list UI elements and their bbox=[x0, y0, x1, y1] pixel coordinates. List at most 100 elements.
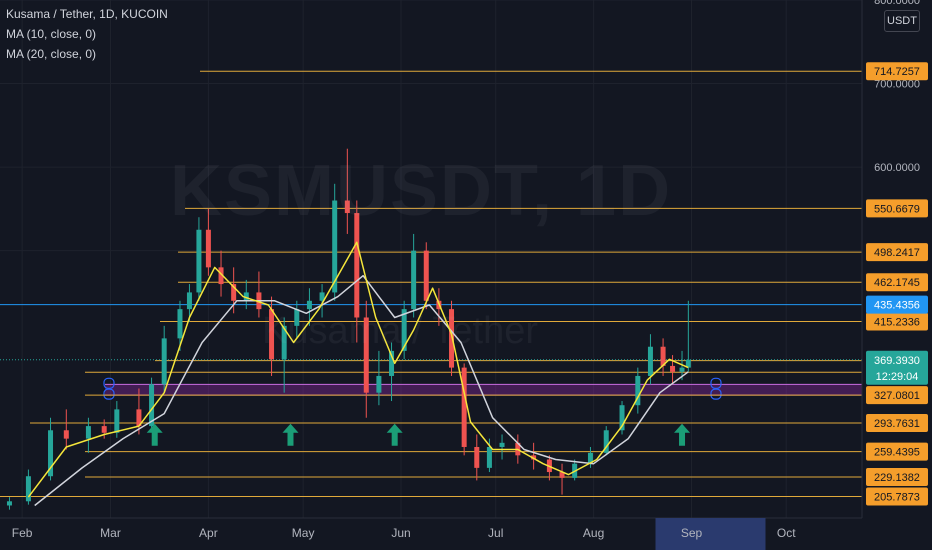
candle-body bbox=[647, 346, 653, 376]
legend: Kusama / Tether, 1D, KUCOIN MA (10, clos… bbox=[6, 4, 168, 64]
support-arrow-icon bbox=[386, 423, 403, 446]
watermark-ticker: KSMUSDT, 1D bbox=[170, 151, 673, 231]
support-arrow-icon bbox=[674, 423, 691, 446]
x-tick-label: Oct bbox=[777, 526, 796, 540]
y-tick-label: 600.0000 bbox=[874, 162, 920, 174]
candle-body bbox=[306, 300, 312, 310]
candle-body bbox=[136, 409, 142, 427]
level-label: 462.1745 bbox=[874, 277, 920, 289]
x-tick-label: Feb bbox=[12, 526, 33, 540]
level-label: 229.1382 bbox=[874, 472, 920, 484]
candle-body bbox=[63, 430, 69, 439]
grid bbox=[0, 0, 862, 518]
zone-handle bbox=[710, 388, 722, 400]
candle-body bbox=[531, 455, 537, 460]
blue-level-label-bg bbox=[866, 295, 928, 314]
candles bbox=[6, 148, 691, 510]
candle-body bbox=[48, 430, 54, 477]
candle-body bbox=[660, 346, 666, 366]
zone-handle bbox=[710, 377, 722, 389]
candle-body bbox=[363, 317, 369, 393]
candle-body bbox=[685, 359, 691, 368]
level-label-bg bbox=[866, 312, 928, 331]
ma20-line bbox=[34, 274, 689, 507]
candle-body bbox=[354, 213, 360, 318]
moving-averages bbox=[27, 241, 689, 507]
x-tick-label: Sep bbox=[681, 526, 703, 540]
legend-symbol[interactable]: Kusama / Tether, 1D, KUCOIN bbox=[6, 7, 168, 21]
candle-body bbox=[587, 452, 593, 464]
candle-body bbox=[114, 409, 120, 433]
x-tick-label: May bbox=[292, 526, 315, 540]
candle-body bbox=[461, 367, 467, 447]
candle-body bbox=[294, 309, 300, 326]
level-label: 205.7873 bbox=[874, 491, 920, 503]
last-price-label: 369.3930 bbox=[874, 355, 920, 367]
candle-body bbox=[6, 501, 12, 506]
level-label-bg bbox=[866, 413, 928, 432]
candle-body bbox=[196, 229, 202, 293]
legend-ma20[interactable]: MA (20, close, 0) bbox=[6, 47, 97, 61]
candle-body bbox=[177, 309, 183, 339]
candle-body bbox=[389, 350, 395, 376]
x-tick-label: Mar bbox=[100, 526, 121, 540]
y-tick-label: 800.0000 bbox=[874, 0, 920, 7]
countdown-label: 12:29:04 bbox=[876, 371, 919, 383]
x-tick-label: Jun bbox=[391, 526, 410, 540]
candle-body bbox=[423, 250, 429, 301]
watermark-name: Kusama / Tether bbox=[262, 310, 539, 352]
x-tick-label: Aug bbox=[583, 526, 604, 540]
level-label: 550.6679 bbox=[874, 203, 920, 215]
ma10-line bbox=[27, 241, 689, 498]
candle-body bbox=[499, 442, 505, 447]
level-label: 327.0801 bbox=[874, 390, 920, 402]
level-label: 293.7631 bbox=[874, 418, 920, 430]
level-label-bg bbox=[866, 442, 928, 461]
level-label-bg bbox=[866, 487, 928, 506]
candle-body bbox=[319, 292, 325, 301]
support-arrow-icon bbox=[146, 423, 163, 446]
candle-body bbox=[85, 426, 91, 439]
level-label-bg bbox=[866, 273, 928, 292]
level-label-bg bbox=[866, 62, 928, 81]
last-price-label-bg bbox=[866, 350, 928, 385]
time-axis: Feb Mar Apr May Jun Jul Aug Sep Oct bbox=[0, 517, 862, 550]
candle-body bbox=[411, 250, 417, 310]
candle-body bbox=[619, 405, 625, 431]
zone-handle bbox=[103, 377, 115, 389]
level-label: 714.7257 bbox=[874, 66, 920, 78]
candle-body bbox=[218, 267, 224, 285]
candle-body bbox=[281, 325, 287, 360]
candle-body bbox=[670, 365, 676, 372]
candle-body bbox=[603, 430, 609, 453]
support-arrow-icon bbox=[282, 423, 299, 446]
candle-body bbox=[243, 292, 249, 301]
highlighted-period bbox=[655, 518, 766, 550]
support-arrows bbox=[146, 423, 691, 446]
candle-body bbox=[559, 472, 565, 478]
candle-body bbox=[269, 309, 275, 360]
level-lines bbox=[0, 70, 862, 497]
level-label-bg bbox=[866, 199, 928, 218]
x-tick-label: Jul bbox=[488, 526, 503, 540]
candle-body bbox=[25, 476, 31, 502]
candle-body bbox=[332, 200, 338, 293]
level-label: 498.2417 bbox=[874, 247, 920, 259]
level-label-bg bbox=[866, 386, 928, 405]
candle-body bbox=[401, 309, 407, 351]
candle-body bbox=[101, 426, 107, 433]
level-label-bg bbox=[866, 243, 928, 262]
candle-body bbox=[231, 284, 237, 301]
candle-body bbox=[376, 375, 382, 393]
blue-level-label: 435.4356 bbox=[874, 300, 920, 312]
x-tick-label: Apr bbox=[199, 526, 218, 540]
candle-body bbox=[149, 384, 155, 427]
y-tick-label: 700.0000 bbox=[874, 79, 920, 91]
currency-badge[interactable]: USDT bbox=[884, 10, 920, 32]
level-label: 415.2336 bbox=[874, 316, 920, 328]
zone-handle bbox=[103, 388, 115, 400]
legend-ma10[interactable]: MA (10, close, 0) bbox=[6, 27, 97, 41]
candle-body bbox=[474, 446, 480, 468]
support-zone-rect bbox=[105, 384, 862, 396]
